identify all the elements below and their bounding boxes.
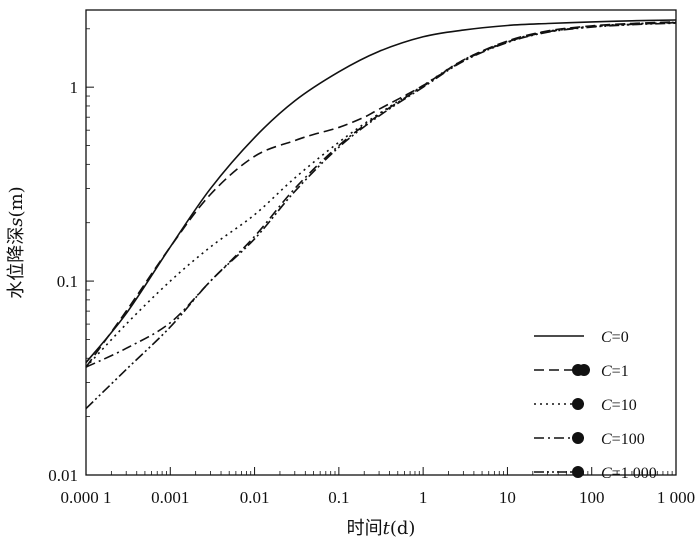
legend-marker-4 — [572, 466, 584, 478]
legend-label-4: C=1 000 — [601, 465, 657, 482]
series-line-0 — [85, 19, 677, 364]
series-line-4 — [85, 22, 677, 410]
x-tick-label: 1 — [419, 488, 428, 507]
legend: C=0 C=1 C=10 C=100 C=1 000 — [534, 329, 657, 482]
legend-label-0: C=0 — [601, 329, 629, 346]
x-tick-label: 100 — [579, 488, 605, 507]
x-tick-label: 0.000 1 — [61, 488, 112, 507]
y-axis-label: 水位降深s(m) — [6, 186, 27, 298]
series-line-2 — [85, 21, 677, 368]
legend-label-3: C=100 — [601, 431, 645, 448]
legend-marker-extra-1 — [578, 364, 590, 376]
x-tick-label: 0.001 — [151, 488, 189, 507]
axis-titles: 时间t(d) 水位降深s(m) — [6, 186, 415, 539]
series-line-3 — [85, 21, 677, 368]
legend-label-1: C=1 — [601, 363, 629, 380]
x-axis-label: 时间t(d) — [347, 518, 416, 539]
x-tick-label: 0.1 — [328, 488, 349, 507]
x-tick-label: 10 — [499, 488, 516, 507]
axes: 0.000 1 0.001 0.01 0.1 1 10 100 1 000 0.01 0.1 1 — [48, 9, 695, 507]
series-group — [85, 19, 677, 410]
legend-label-2: C=10 — [601, 397, 637, 414]
series-line-1 — [85, 21, 677, 368]
legend-marker-2 — [572, 398, 584, 410]
y-tick-label: 0.01 — [48, 466, 78, 485]
x-tick-label: 0.01 — [240, 488, 270, 507]
plot-frame — [85, 9, 677, 476]
legend-marker-3 — [572, 432, 584, 444]
y-tick-label: 0.1 — [57, 272, 78, 291]
y-tick-label: 1 — [70, 78, 79, 97]
x-tick-label: 1 000 — [657, 488, 695, 507]
